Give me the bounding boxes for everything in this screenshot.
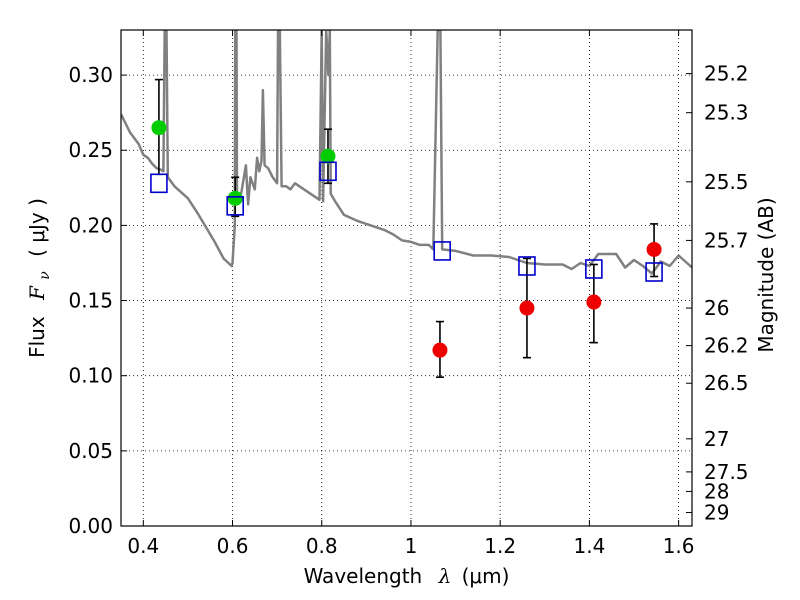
- x-tick-label: 0.8: [306, 534, 338, 558]
- data-point: [586, 294, 602, 310]
- x-axis-label: Wavelength λ (μm): [304, 564, 510, 588]
- data-point: [432, 342, 448, 358]
- x-tick-label: 1: [405, 534, 418, 558]
- model-point: [319, 161, 337, 182]
- y2-tick-label: 25.7: [704, 228, 749, 252]
- grid: [121, 30, 692, 527]
- model-point: [585, 259, 603, 279]
- plot-frame: [120, 29, 693, 527]
- y-tick-label: 0.10: [68, 364, 113, 388]
- y2-tick-label: 25.5: [704, 170, 749, 194]
- model-point: [645, 262, 663, 282]
- y2-tick-label: 25.3: [704, 101, 749, 125]
- spectrum-line: [121, 30, 692, 275]
- y2-tick-label: 27: [704, 427, 729, 451]
- y-tick-label: 0.00: [68, 514, 113, 538]
- y-axis-label: Flux F ν ( μJy ): [25, 198, 54, 358]
- y2-tick-label: 29: [704, 500, 729, 524]
- data-point: [519, 300, 535, 316]
- secondary-y-axis-label: Magnitude (AB): [754, 197, 778, 352]
- y-tick-label: 0.05: [68, 439, 113, 463]
- x-tick-label: 1.6: [663, 534, 695, 558]
- y2-tick-label: 28: [704, 479, 729, 503]
- model-point: [226, 196, 244, 216]
- model-point: [150, 173, 168, 194]
- y-tick-label: 0.25: [68, 138, 113, 162]
- y2-tick-label: 26: [704, 296, 729, 320]
- y2-tick-label: 27.5: [704, 460, 749, 484]
- plot-area: [121, 30, 692, 379]
- y2-tick-label: 26.2: [704, 334, 749, 358]
- x-tick-label: 0.4: [127, 534, 159, 558]
- y2-tick-label: 25.2: [704, 62, 749, 86]
- y-tick-label: 0.30: [68, 63, 113, 87]
- y-tick-label: 0.20: [68, 213, 113, 237]
- data-point: [227, 190, 243, 206]
- data-point: [646, 241, 662, 257]
- x-tick-label: 1.2: [484, 534, 516, 558]
- y-tick-label: 0.15: [68, 289, 113, 313]
- y2-tick-label: 26.5: [704, 371, 749, 395]
- ticks: 0.4 0.6 0.8 1 1.2 1.4 1.6 0.00 0.05 0.10 0.15 0.20 0…: [68, 30, 749, 558]
- data-point: [320, 148, 336, 164]
- x-tick-label: 1.4: [573, 534, 605, 558]
- model-point: [433, 241, 451, 261]
- x-tick-label: 0.6: [217, 534, 249, 558]
- model-point: [518, 256, 536, 276]
- data-point: [151, 120, 167, 136]
